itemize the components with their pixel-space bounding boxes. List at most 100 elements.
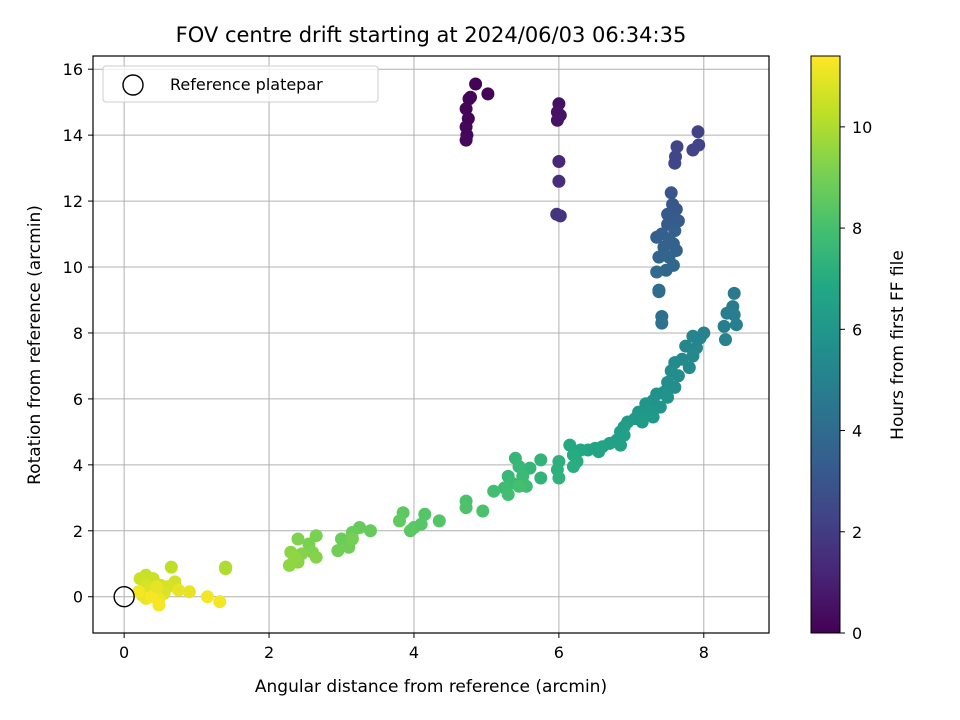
data-point: [691, 125, 705, 139]
colorbar-tick-label: 2: [852, 523, 862, 542]
data-point: [172, 583, 185, 597]
data-point: [501, 488, 515, 501]
data-point: [432, 514, 446, 528]
data-point: [182, 585, 196, 599]
data-point: [668, 156, 682, 170]
data-point: [635, 415, 649, 429]
data-point: [219, 562, 233, 576]
data-point: [481, 87, 495, 101]
data-point: [670, 140, 684, 154]
data-point: [201, 590, 214, 604]
data-point: [459, 102, 473, 116]
data-point: [403, 524, 417, 538]
legend: Reference platepar: [102, 65, 379, 103]
legend-marker-reference: [122, 74, 144, 96]
data-point: [686, 349, 700, 363]
colorbar-label: Hours from first FF file: [888, 250, 908, 440]
data-point: [664, 186, 678, 200]
data-point: [592, 445, 606, 459]
data-point: [727, 286, 741, 300]
data-point: [671, 369, 685, 383]
y-tick-label: 0: [73, 588, 83, 607]
data-point: [717, 319, 731, 333]
data-point: [653, 400, 667, 414]
legend-label-reference: Reference platepar: [170, 75, 323, 94]
scatter-points: [132, 77, 743, 612]
grid-lines: [93, 56, 769, 633]
data-point: [331, 544, 345, 558]
x-tick-label: 8: [699, 643, 709, 662]
colorbar: [810, 55, 841, 634]
x-axis-label: Angular distance from reference (arcmin): [255, 677, 607, 697]
reference-point: [113, 586, 135, 608]
y-tick-label: 14: [63, 126, 83, 145]
data-point: [150, 580, 164, 594]
data-point: [418, 507, 432, 521]
data-point: [650, 230, 664, 244]
data-point: [534, 471, 548, 485]
x-tick-label: 2: [264, 643, 274, 662]
data-point: [727, 308, 741, 322]
data-point: [132, 585, 146, 599]
data-point: [652, 285, 666, 299]
data-point: [566, 460, 580, 473]
data-point: [291, 532, 305, 546]
data-point: [364, 524, 377, 538]
y-tick-label: 6: [73, 390, 83, 409]
data-point: [553, 209, 567, 223]
data-point: [661, 390, 675, 404]
legend-box: [102, 65, 379, 103]
colorbar-tick-label: 8: [852, 219, 862, 238]
data-point: [668, 380, 682, 394]
x-axis-ticks: 0 2 4 6 8: [119, 633, 709, 662]
data-point: [309, 550, 323, 564]
data-point: [682, 361, 696, 375]
data-point: [719, 333, 732, 347]
y-tick-label: 10: [63, 258, 83, 277]
data-point: [487, 484, 501, 498]
data-point: [145, 590, 159, 604]
data-point: [459, 133, 473, 147]
data-point: [614, 438, 627, 452]
data-point: [464, 90, 477, 104]
y-tick-label: 2: [73, 522, 83, 541]
data-point: [563, 438, 577, 452]
data-point: [512, 479, 526, 493]
data-point: [657, 240, 671, 254]
y-tick-label: 16: [63, 60, 83, 79]
data-point: [469, 77, 483, 91]
data-point: [287, 550, 301, 564]
y-axis-ticks: 0 2 4 6 8 10 12 14 16: [63, 60, 93, 607]
colorbar-tick-label: 0: [852, 624, 862, 643]
x-tick-label: 0: [119, 643, 129, 662]
reference-marker: [113, 586, 135, 608]
data-point: [213, 595, 227, 609]
data-point: [476, 504, 490, 518]
colorbar-tick-label: 10: [852, 118, 872, 137]
data-point: [459, 501, 473, 515]
data-point: [646, 410, 660, 424]
data-point: [693, 331, 707, 345]
colorbar-tick-label: 6: [852, 320, 862, 339]
data-point: [552, 471, 566, 485]
data-point: [550, 113, 564, 127]
data-point: [652, 250, 666, 264]
y-tick-label: 8: [73, 324, 83, 343]
data-point: [345, 532, 359, 546]
y-tick-label: 4: [73, 456, 83, 475]
data-point: [650, 265, 664, 279]
x-tick-label: 6: [554, 643, 564, 662]
data-point: [686, 143, 700, 157]
data-point: [393, 514, 406, 528]
data-point: [729, 318, 743, 332]
data-point: [552, 155, 566, 168]
data-point: [512, 460, 526, 473]
data-point: [516, 469, 530, 483]
data-point: [679, 339, 693, 353]
data-point: [164, 560, 178, 574]
plot-area-frame: [92, 55, 770, 634]
data-point: [655, 316, 669, 330]
colorbar-tick-label: 4: [852, 422, 862, 441]
y-tick-label: 12: [63, 192, 83, 211]
